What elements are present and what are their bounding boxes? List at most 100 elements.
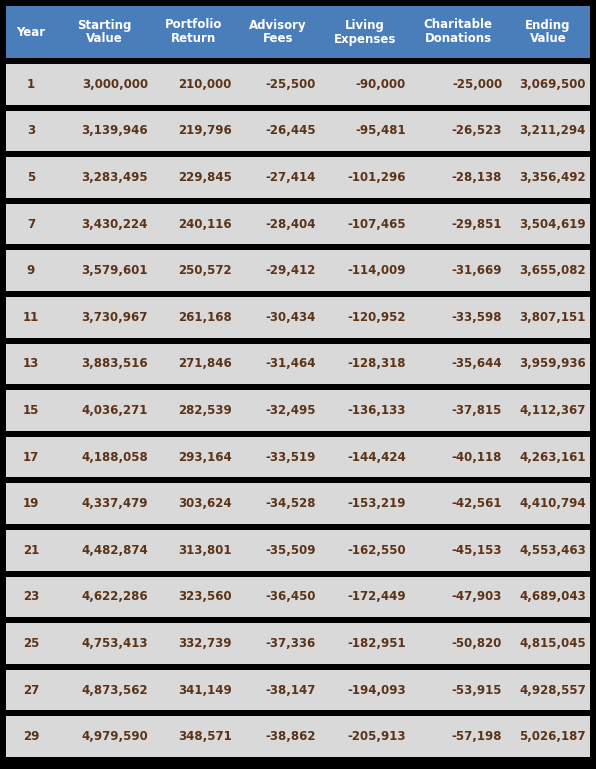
Text: -95,481: -95,481 xyxy=(355,125,406,138)
Text: 3,807,151: 3,807,151 xyxy=(520,311,586,324)
Text: -194,093: -194,093 xyxy=(347,684,406,697)
Text: 7: 7 xyxy=(27,218,35,231)
Text: 13: 13 xyxy=(23,358,39,371)
Text: 25: 25 xyxy=(23,637,39,650)
Text: -50,820: -50,820 xyxy=(452,637,502,650)
Text: -47,903: -47,903 xyxy=(452,591,502,604)
Text: -33,598: -33,598 xyxy=(452,311,502,324)
Text: -27,414: -27,414 xyxy=(265,171,316,184)
Bar xyxy=(6,6,55,58)
Text: 4,036,271: 4,036,271 xyxy=(82,404,148,417)
Text: 17: 17 xyxy=(23,451,39,464)
Text: -36,450: -36,450 xyxy=(265,591,316,604)
Text: -45,153: -45,153 xyxy=(452,544,502,557)
Text: 3,883,516: 3,883,516 xyxy=(82,358,148,371)
Bar xyxy=(506,6,590,58)
Text: -37,336: -37,336 xyxy=(265,637,316,650)
Bar xyxy=(6,670,590,711)
Text: -144,424: -144,424 xyxy=(347,451,406,464)
Bar xyxy=(6,571,590,577)
Text: -114,009: -114,009 xyxy=(347,265,406,277)
Bar xyxy=(6,484,590,524)
Text: -38,147: -38,147 xyxy=(265,684,316,697)
Bar xyxy=(319,6,410,58)
Text: 261,168: 261,168 xyxy=(178,311,232,324)
Text: -101,296: -101,296 xyxy=(347,171,406,184)
Text: 240,116: 240,116 xyxy=(178,218,232,231)
Text: 3,000,000: 3,000,000 xyxy=(82,78,148,91)
Text: 303,624: 303,624 xyxy=(178,498,232,510)
Text: Living
Expenses: Living Expenses xyxy=(334,18,396,45)
Text: 4,689,043: 4,689,043 xyxy=(519,591,586,604)
Text: 4,553,463: 4,553,463 xyxy=(519,544,586,557)
Bar xyxy=(6,344,590,384)
Text: -29,851: -29,851 xyxy=(452,218,502,231)
Text: -26,523: -26,523 xyxy=(452,125,502,138)
Text: 3,504,619: 3,504,619 xyxy=(519,218,586,231)
Text: -38,862: -38,862 xyxy=(265,731,316,743)
Text: -53,915: -53,915 xyxy=(452,684,502,697)
Text: Starting
Value: Starting Value xyxy=(77,18,131,45)
Text: -57,198: -57,198 xyxy=(452,731,502,743)
Text: 23: 23 xyxy=(23,591,39,604)
Text: -26,445: -26,445 xyxy=(265,125,316,138)
Bar xyxy=(6,530,590,571)
Text: 3,139,946: 3,139,946 xyxy=(82,125,148,138)
Text: 3,356,492: 3,356,492 xyxy=(519,171,586,184)
Text: -34,528: -34,528 xyxy=(265,498,316,510)
Text: -25,500: -25,500 xyxy=(265,78,316,91)
Bar xyxy=(6,157,590,198)
Text: 3,655,082: 3,655,082 xyxy=(519,265,586,277)
Bar xyxy=(55,6,152,58)
Bar xyxy=(6,431,590,437)
Text: -40,118: -40,118 xyxy=(452,451,502,464)
Text: 3,730,967: 3,730,967 xyxy=(82,311,148,324)
Text: 210,000: 210,000 xyxy=(178,78,232,91)
Text: 3,211,294: 3,211,294 xyxy=(520,125,586,138)
Text: 5,026,187: 5,026,187 xyxy=(520,731,586,743)
Text: -32,495: -32,495 xyxy=(265,404,316,417)
Text: 3,579,601: 3,579,601 xyxy=(82,265,148,277)
Text: 9: 9 xyxy=(27,265,35,277)
Text: -37,815: -37,815 xyxy=(452,404,502,417)
Text: -28,138: -28,138 xyxy=(452,171,502,184)
Text: -30,434: -30,434 xyxy=(265,311,316,324)
Text: 19: 19 xyxy=(23,498,39,510)
Bar xyxy=(6,64,590,105)
Text: 323,560: 323,560 xyxy=(178,591,232,604)
Bar xyxy=(6,390,590,431)
Text: 4,482,874: 4,482,874 xyxy=(81,544,148,557)
Text: 4,112,367: 4,112,367 xyxy=(520,404,586,417)
Text: 27: 27 xyxy=(23,684,39,697)
Bar xyxy=(6,664,590,670)
Bar xyxy=(6,623,590,664)
Text: -90,000: -90,000 xyxy=(356,78,406,91)
Text: 4,622,286: 4,622,286 xyxy=(82,591,148,604)
Bar xyxy=(6,384,590,390)
Text: Advisory
Fees: Advisory Fees xyxy=(249,18,306,45)
Bar xyxy=(6,251,590,291)
Text: Year: Year xyxy=(16,25,45,38)
Text: -35,644: -35,644 xyxy=(452,358,502,371)
Text: 3,069,500: 3,069,500 xyxy=(520,78,586,91)
Text: -31,464: -31,464 xyxy=(265,358,316,371)
Bar xyxy=(6,291,590,297)
Text: -120,952: -120,952 xyxy=(347,311,406,324)
Bar xyxy=(410,6,506,58)
Text: 348,571: 348,571 xyxy=(178,731,232,743)
Text: -128,318: -128,318 xyxy=(347,358,406,371)
Bar xyxy=(6,151,590,157)
Text: 313,801: 313,801 xyxy=(178,544,232,557)
Text: -33,519: -33,519 xyxy=(265,451,316,464)
Text: -42,561: -42,561 xyxy=(452,498,502,510)
Text: 332,739: 332,739 xyxy=(178,637,232,650)
Text: 4,928,557: 4,928,557 xyxy=(519,684,586,697)
Bar xyxy=(6,717,590,757)
Text: 250,572: 250,572 xyxy=(178,265,232,277)
Text: 15: 15 xyxy=(23,404,39,417)
Bar xyxy=(236,6,319,58)
Text: 271,846: 271,846 xyxy=(178,358,232,371)
Text: 219,796: 219,796 xyxy=(178,125,232,138)
Text: 4,337,479: 4,337,479 xyxy=(82,498,148,510)
Text: -25,000: -25,000 xyxy=(452,78,502,91)
